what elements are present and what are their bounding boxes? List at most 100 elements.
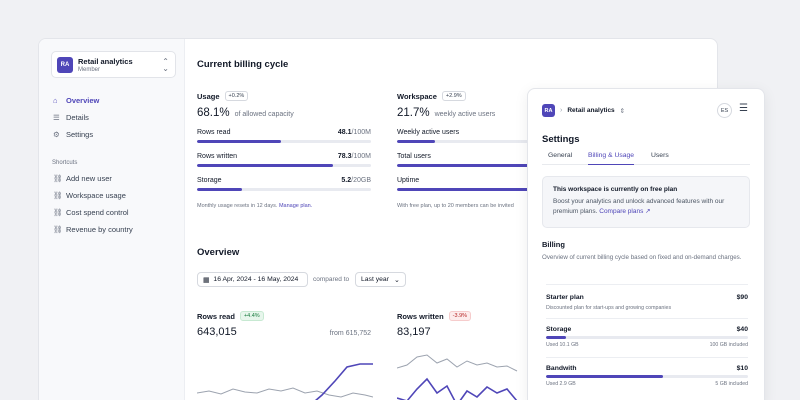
usage-row-storage: Storage 5.2/20GB [197,177,371,191]
change-badge: -3.9% [448,311,472,321]
workspace-note: With free plan, up to 20 members can be … [397,203,514,209]
main-content: Current billing cycle Usage +0.2% 68.1% … [197,39,717,400]
sidebar-nav: ⌂ Overview ☰ Details ⚙ Settings [53,92,178,143]
manage-plan-link[interactable]: Manage plan. [278,203,313,209]
progress-fill [397,164,540,167]
workspace-avatar: RA [57,57,73,73]
hamburger-menu-icon[interactable]: ☰ [739,103,748,114]
sidebar-item-label: Details [66,113,89,122]
workspace-title: Workspace [397,91,437,101]
item-price: $10 [736,365,748,372]
progress-fill [197,164,334,167]
settings-tabs: General Billing & Usage Users [542,151,750,165]
item-used: Used 10.1 GB [546,342,579,348]
overview-card-rows-read: Rows read +4.4% 643,015 from 615,752 [197,311,371,338]
card-from: from 615,752 [329,330,371,337]
tab-users[interactable]: Users [651,152,669,159]
tab-general[interactable]: General [548,152,573,159]
item-price: $90 [736,294,748,301]
sidebar-item-details[interactable]: ☰ Details [53,109,178,126]
item-label: Starter plan [546,294,584,301]
shortcut-label: Revenue by country [66,225,133,234]
shortcut-revenue-by-country[interactable]: ⛓ Revenue by country [53,221,178,238]
shortcut-add-new-user[interactable]: ⛓ Add new user [53,170,178,187]
shortcuts-list: ⛓ Add new user ⛓ Workspace usage ⛓ Cost … [53,170,178,238]
usage-note: Monthly usage resets in 12 days. Manage … [197,203,371,209]
sidebar-item-settings[interactable]: ⚙ Settings [53,126,178,143]
chevron-down-icon: ⌄ [393,276,400,284]
callout-desc: Boost your analytics and unlock advanced… [553,197,739,216]
card-value: 643,015 [197,326,237,338]
divider [546,318,748,319]
callout-text: Boost your analytics and unlock advanced… [553,198,725,215]
row-label: Total users [397,153,431,160]
row-limit: /20GB [351,177,371,184]
item-included: 5 GB included [715,381,748,387]
progress-fill [197,188,243,191]
divider [546,357,748,358]
shortcut-workspace-usage[interactable]: ⛓ Workspace usage [53,187,178,204]
card-title: Rows written [397,311,444,321]
card-title: Rows read [197,311,235,321]
workspace-value: 21.7% [397,107,430,119]
row-label: Uptime [397,177,420,184]
divider [546,284,748,285]
shortcut-cost-spend-control[interactable]: ⛓ Cost spend control [53,204,178,221]
billing-desc: Overview of current billing cycle based … [542,254,742,261]
usage-row-rows-read: Rows read 48.1/100M [197,129,371,143]
workspace-badge: +2.9% [441,91,466,101]
link-icon: ⛓ [53,208,63,217]
usage-note-text: Monthly usage resets in 12 days. [197,203,278,209]
row-label: Weekly active users [397,129,460,136]
row-value: 5.2 [341,177,352,184]
workspace-value-sub: weekly active users [434,111,496,118]
usage-panel: Usage +0.2% 68.1% of allowed capacity Ro… [197,91,371,209]
sidebar-item-label: Settings [66,130,94,139]
list-icon: ☰ [53,113,60,122]
compare-plans-link[interactable]: Compare plans ↗ [599,207,651,215]
progress-bar [397,188,571,191]
settings-breadcrumb: RA › Retail analytics ⇕ [542,104,625,117]
chevron-updown-icon: ⌃ ⌄ [162,57,169,73]
progress-bar [397,140,571,143]
progress-bar [197,140,371,143]
sidebar-item-overview[interactable]: ⌂ Overview [53,92,178,109]
item-used: Used 2.9 GB [546,381,576,387]
workspace-row-total-users: Total users [397,153,571,167]
tab-billing-usage[interactable]: Billing & Usage [588,152,635,165]
overview-card-rows-written: Rows written -3.9% 83,197 [397,311,571,338]
row-label: Rows written [197,153,238,160]
settings-panel: RA › Retail analytics ⇕ ES ☰ Settings Ge… [527,88,765,400]
chevron-updown-icon[interactable]: ⇕ [619,107,626,115]
user-avatar[interactable]: ES [717,103,732,118]
progress-fill [397,140,435,143]
usage-title: Usage [197,91,220,101]
progress-fill [546,375,664,378]
progress-bar [197,188,371,191]
item-label: Storage [546,326,572,333]
rows-read-sparkline [197,363,373,400]
item-sub: Discounted plan for start-ups and growin… [546,305,672,311]
billing-item-storage: Storage $40 Used 10.1 GB 100 GB included [546,326,748,348]
workspace-row-uptime: Uptime [397,177,571,191]
compare-period-value: Last year [361,276,389,283]
gear-icon: ⚙ [53,130,60,139]
compare-period-select[interactable]: Last year ⌄ [355,272,406,287]
usage-badge: +0.2% [224,91,249,101]
home-icon: ⌂ [53,96,58,105]
rows-written-sparkline [397,354,518,400]
usage-row-rows-written: Rows written 78.3/100M [197,153,371,167]
workspace-switcher[interactable]: RA Retail analytics Member ⌃ ⌄ [51,51,176,78]
row-value: 78.3 [337,153,352,160]
progress-fill [397,188,540,191]
date-range-picker[interactable]: ▦ 16 Apr, 2024 - 16 May, 2024 [197,272,308,287]
usage-value: 68.1% [197,107,230,119]
calendar-icon: ▦ [203,276,210,284]
row-label: Storage [197,177,222,184]
billing-item-starter-plan: Starter plan $90 Discounted plan for sta… [546,294,748,311]
workspace-name[interactable]: Retail analytics [567,107,615,114]
row-value: 48.1 [337,129,352,136]
usage-value-sub: of allowed capacity [234,111,294,118]
item-price: $40 [736,326,748,333]
workspace-panel: Workspace +2.9% 21.7% weekly active user… [397,91,571,209]
